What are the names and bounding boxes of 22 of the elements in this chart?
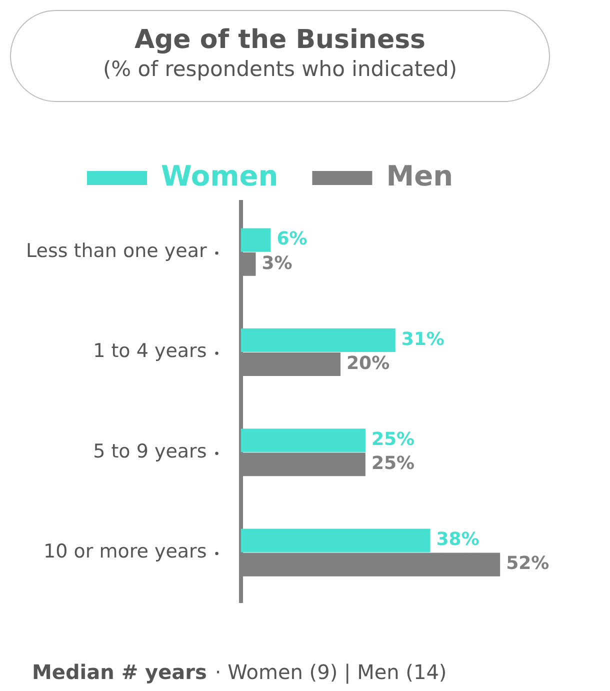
y-tick-label: Less than one year [26, 240, 207, 262]
chart-title: Age of the Business [133, 25, 427, 55]
bar [240, 528, 430, 552]
y-tick-label: 5 to 9 years [93, 440, 207, 462]
data-label: 25% [371, 453, 415, 474]
data-label: 31% [401, 328, 444, 350]
text: Median # years [32, 660, 207, 684]
bar [240, 328, 396, 352]
y-tick-label: 1 to 4 years [93, 340, 207, 362]
data-label: 38% [436, 529, 480, 550]
legend-label: Men [386, 159, 454, 192]
bar [240, 428, 366, 452]
text: · Women (9) | Men (14) [214, 660, 447, 684]
data-label: 3% [262, 252, 292, 274]
data-label: 6% [276, 228, 308, 250]
data-label: 20% [346, 352, 390, 374]
data-label: 52% [506, 553, 550, 574]
bar [240, 228, 271, 252]
data-label: 25% [371, 429, 415, 450]
legend-label: Women [160, 159, 278, 192]
chart-subtitle: (% of respondents who indicated) [102, 57, 458, 81]
y-tick-label: 10 or more years [44, 540, 207, 562]
